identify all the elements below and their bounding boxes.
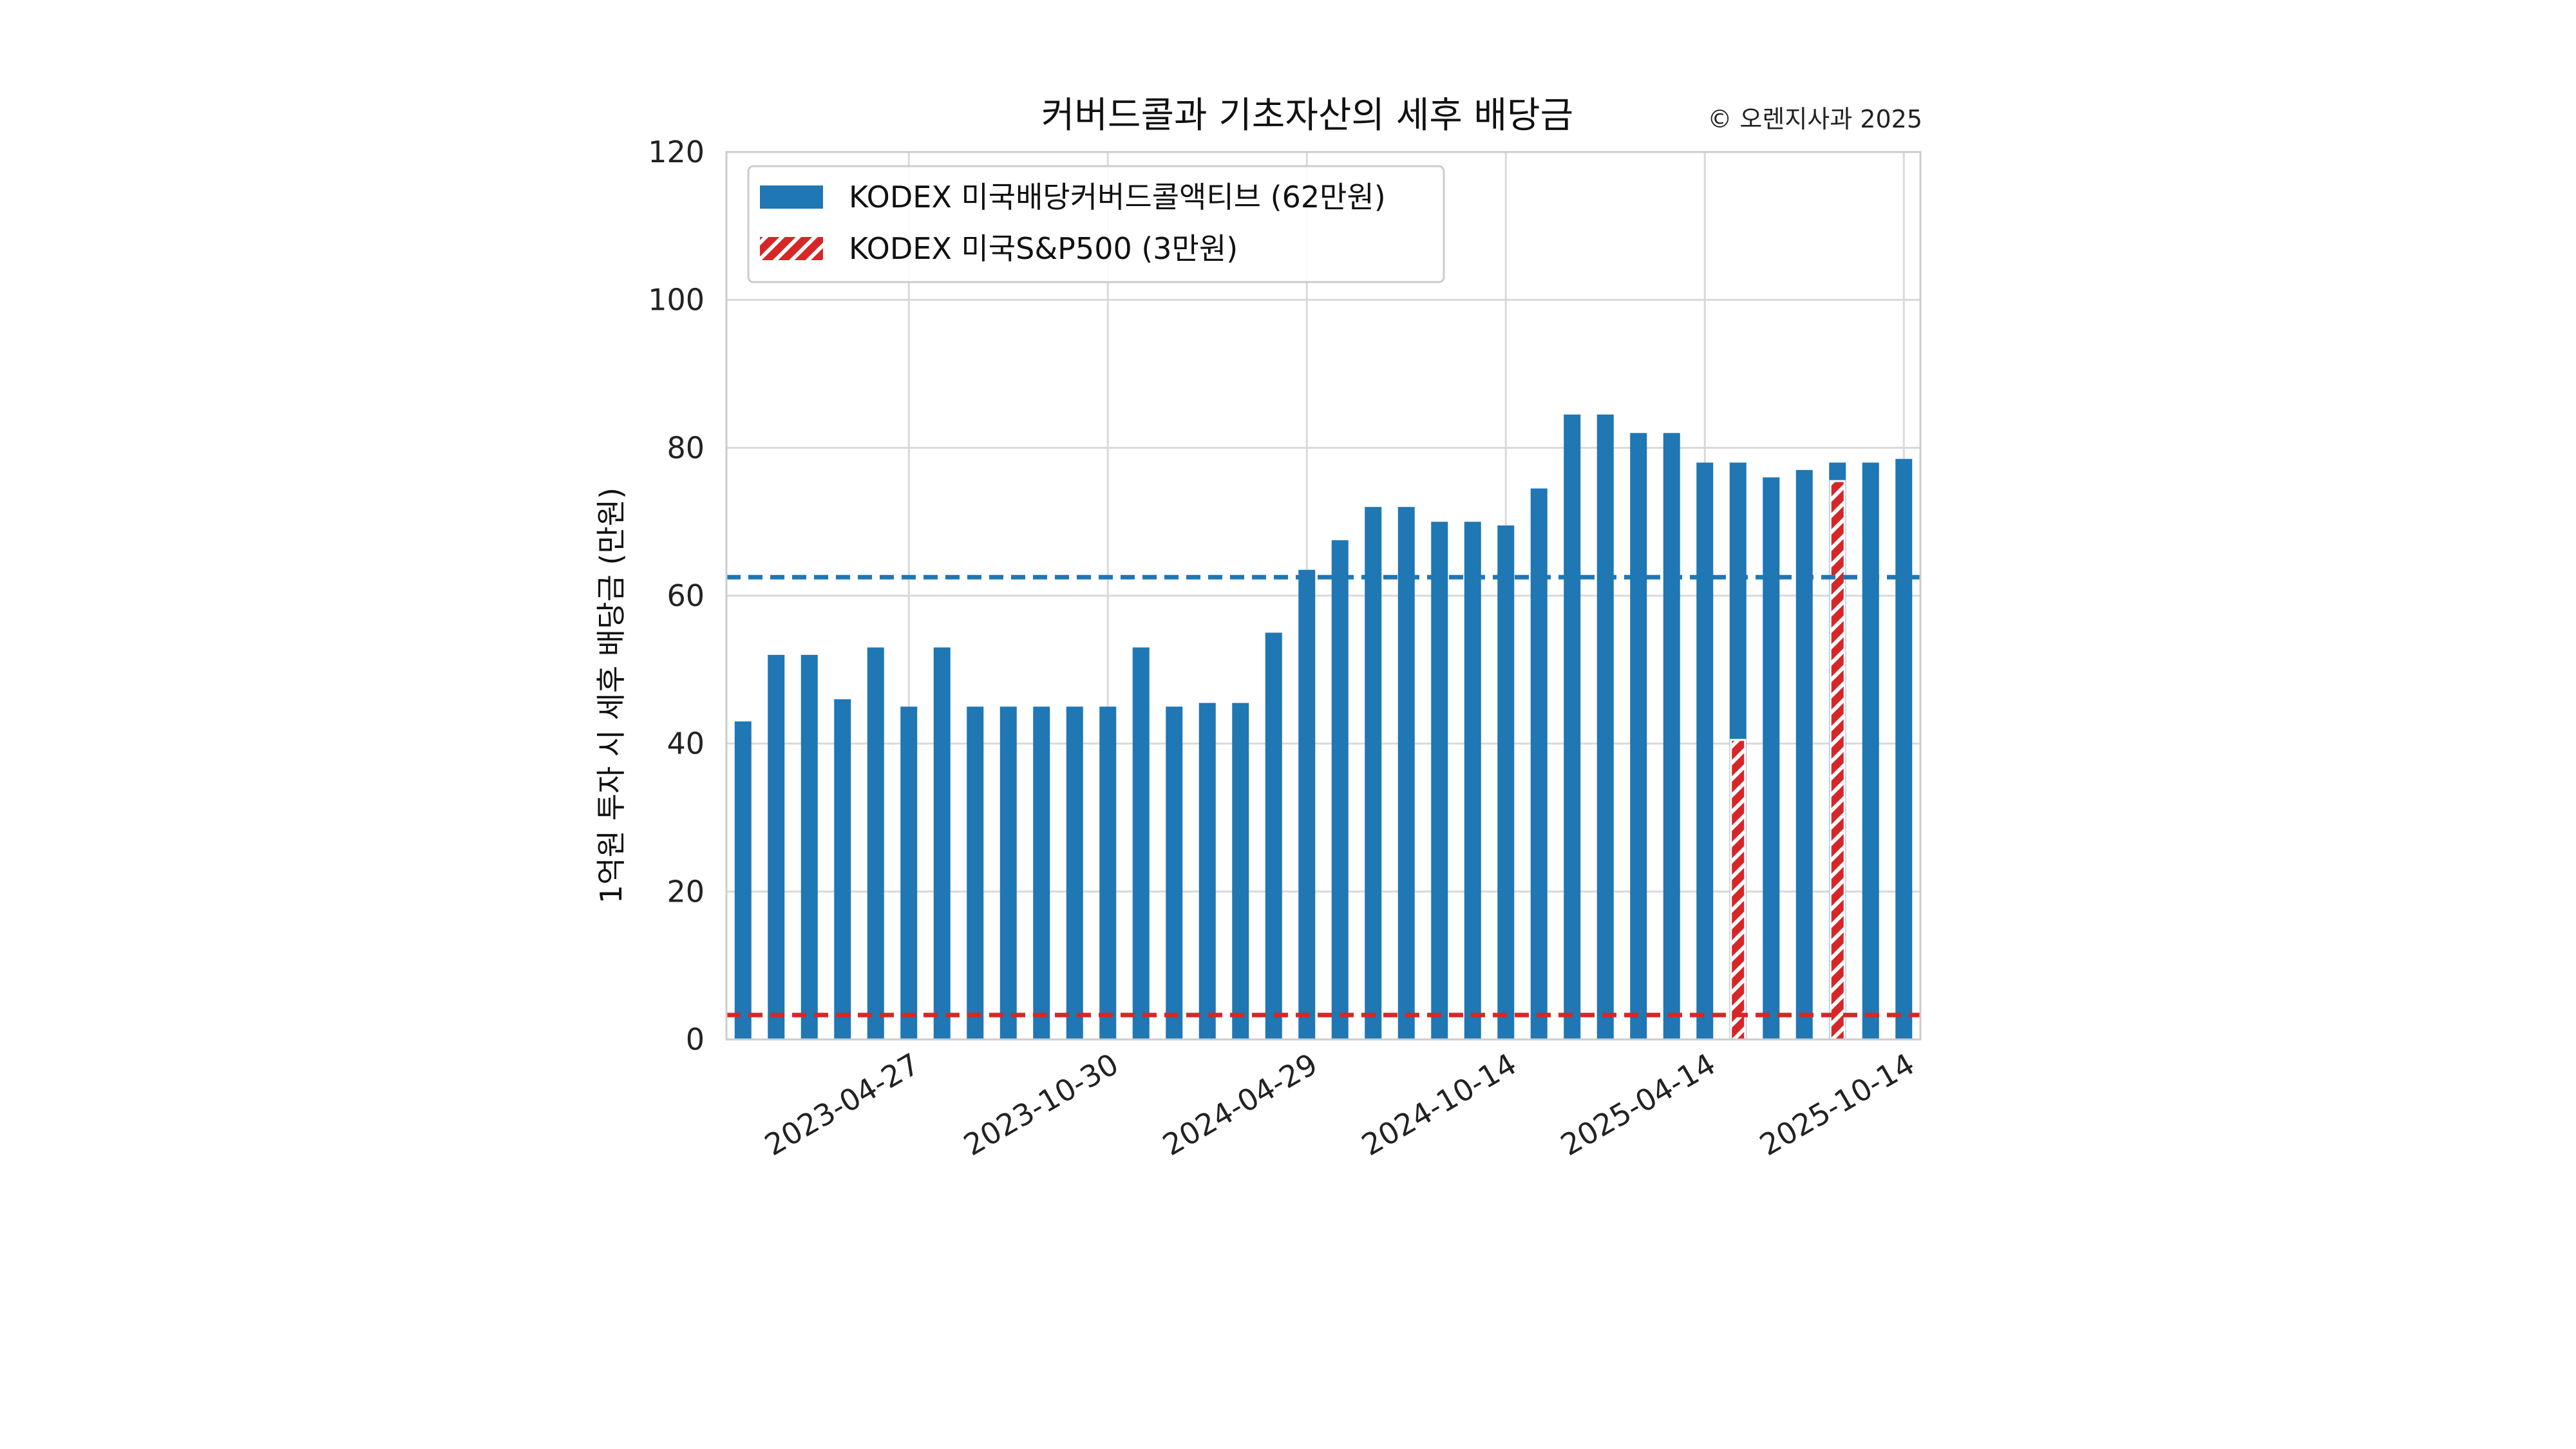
- average-lines: [726, 574, 1920, 1018]
- y-axis-label: 1억원 투자 시 세후 배당금 (만원): [594, 488, 629, 904]
- bar-covered-call: [967, 706, 984, 1039]
- bar-covered-call: [1895, 459, 1913, 1039]
- bar-covered-call: [834, 699, 851, 1039]
- bar-covered-call: [1198, 703, 1216, 1039]
- bar-covered-call: [1564, 414, 1581, 1039]
- y-tick-label: 80: [667, 430, 705, 465]
- y-tick-label: 60: [667, 578, 705, 613]
- bar-covered-call: [1132, 647, 1150, 1039]
- bar-covered-call: [933, 647, 951, 1039]
- bar-covered-call: [1033, 706, 1050, 1039]
- bar-covered-call: [867, 647, 884, 1039]
- x-tick-label: 2023-10-30: [958, 1046, 1124, 1162]
- bar-covered-call: [999, 706, 1017, 1039]
- bar-covered-call: [1497, 525, 1515, 1039]
- y-tick-label: 20: [667, 874, 705, 909]
- bar-covered-call: [1166, 706, 1183, 1039]
- bar-covered-call: [1397, 507, 1415, 1039]
- x-tick-label: 2025-10-14: [1754, 1046, 1920, 1162]
- bar-covered-call: [1431, 522, 1448, 1039]
- bar-covered-call: [1066, 706, 1083, 1039]
- bar-sp500: [1829, 480, 1846, 1041]
- bar-covered-call: [1596, 414, 1614, 1039]
- legend-swatch-covered-call: [760, 185, 823, 209]
- x-tick-label: 2025-04-14: [1555, 1046, 1721, 1162]
- legend-label-sp500: KODEX 미국S&P500 (3만원): [849, 231, 1238, 266]
- chart-title: 커버드콜과 기초자산의 세후 배당금: [1041, 95, 1573, 137]
- y-tick-label: 120: [648, 135, 705, 169]
- bar-covered-call: [800, 654, 818, 1039]
- bar-covered-call: [1232, 703, 1249, 1039]
- plot-frame: [725, 151, 1922, 1041]
- bar-covered-call: [1795, 469, 1813, 1039]
- bar-covered-call: [1630, 433, 1647, 1039]
- legend-box: [747, 165, 1445, 283]
- bar-covered-call: [1696, 462, 1714, 1039]
- bar-covered-call: [1862, 462, 1879, 1039]
- bar-covered-call: [1099, 706, 1117, 1039]
- bar-covered-call: [1464, 522, 1481, 1039]
- legend-swatch-sp500: [760, 237, 823, 260]
- y-axis-ticks: 0 20 40 60 80 100 120: [648, 135, 705, 1057]
- x-tick-label: 2023-04-27: [759, 1046, 925, 1162]
- bar-covered-call: [1331, 540, 1349, 1039]
- bar-covered-call: [768, 654, 785, 1039]
- y-tick-label: 100: [648, 283, 705, 317]
- legend-label-covered-call: KODEX 미국배당커버드콜액티브 (62만원): [849, 180, 1386, 214]
- x-axis-ticks: 2023-04-27 2023-10-30 2024-04-29 2024-10-14…: [759, 1046, 1920, 1162]
- x-tick-label: 2024-04-29: [1157, 1046, 1323, 1162]
- copyright-label: © 오렌지사과 2025: [1707, 105, 1922, 133]
- x-tick-label: 2024-10-14: [1356, 1046, 1522, 1162]
- bar-covered-call: [1530, 488, 1548, 1039]
- bar-covered-call: [734, 721, 752, 1039]
- bar-covered-call: [1298, 569, 1316, 1039]
- bar-covered-call: [900, 706, 918, 1039]
- y-tick-label: 0: [686, 1022, 705, 1057]
- y-tick-label: 40: [667, 726, 705, 761]
- bar-covered-call: [1265, 632, 1282, 1039]
- legend: KODEX 미국배당커버드콜액티브 (62만원) KODEX 미국S&P500 …: [747, 165, 1445, 283]
- bar-covered-call: [1365, 507, 1382, 1039]
- bar-sp500: [1730, 739, 1747, 1041]
- bars: [734, 414, 1913, 1041]
- bar-covered-call: [1663, 433, 1680, 1039]
- bar-covered-call: [1763, 477, 1780, 1039]
